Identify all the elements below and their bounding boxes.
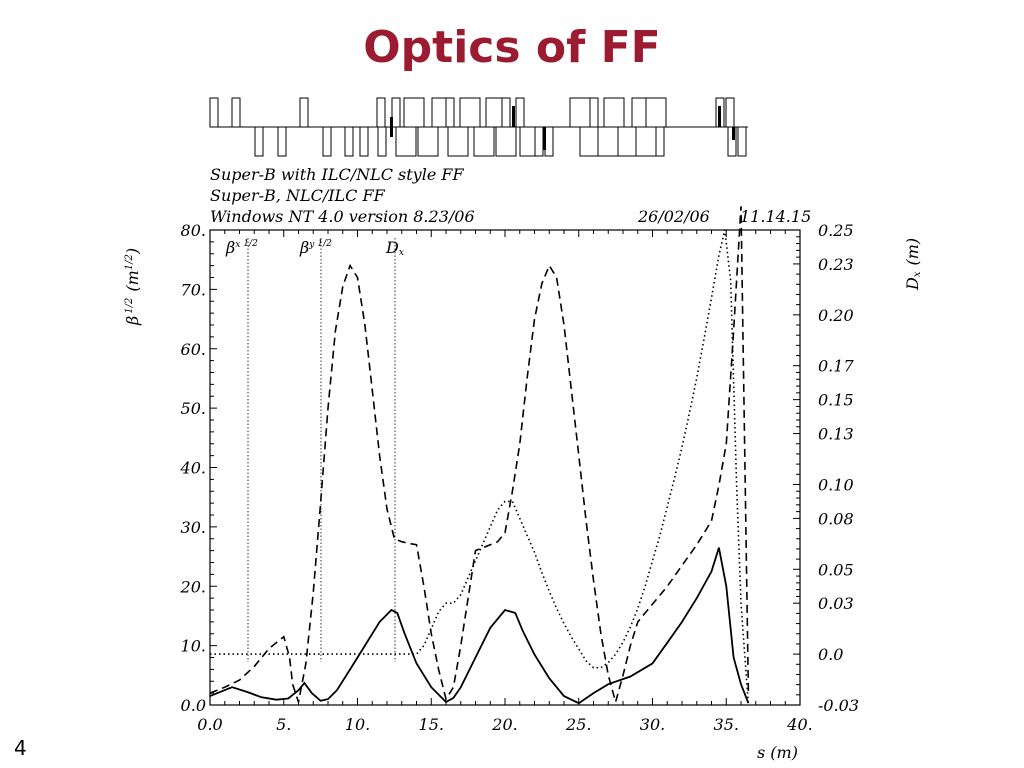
quadrupole-focusing — [603, 97, 625, 128]
header-time: 11.14.15 — [740, 207, 811, 226]
quadrupole-focusing — [231, 97, 241, 128]
y-right-axis-title: Dx(m) — [903, 238, 923, 291]
magnet-lattice — [209, 97, 748, 157]
series-dashed — [209, 206, 750, 706]
slide-number: 4 — [14, 736, 27, 760]
quadrupole-focusing — [299, 97, 309, 128]
y-left-tick-label: 80. — [181, 221, 206, 240]
y-right-tick-label: 0.08 — [818, 509, 854, 528]
x-tick-label: 30. — [640, 715, 665, 734]
sextupole — [390, 117, 393, 137]
quadrupole-focusing — [376, 97, 386, 128]
series-solid — [209, 547, 750, 705]
quadrupole-defocusing — [377, 126, 387, 157]
sextupole — [512, 106, 515, 127]
y-left-tick-label: 20. — [180, 577, 206, 596]
quadrupole-focusing — [515, 97, 525, 128]
y-right-tick-label: 0.13 — [818, 425, 854, 444]
y-left-tick-label: 30. — [181, 518, 206, 537]
header-line-1: Super-B with ILC/NLC style FF — [210, 165, 464, 184]
sextupole — [543, 127, 546, 150]
quadrupole-focusing — [403, 97, 425, 128]
y-left-tick-labels: 0.0 10. 20. 30. 40. 50. 60. 70. 80. — [180, 221, 206, 715]
quadrupole-focusing — [209, 97, 219, 128]
quadrupole-focusing — [391, 97, 401, 128]
quadrupole-defocusing — [579, 126, 601, 157]
y-left-tick-label: 40. — [180, 459, 206, 478]
quadrupole-defocusing — [322, 126, 332, 157]
quadrupole-defocusing — [254, 126, 264, 157]
y-left-tick-label: 60. — [181, 340, 206, 359]
y-left-tick-label: 10. — [181, 637, 206, 656]
sextupole — [718, 106, 721, 127]
quadrupole-focusing — [501, 97, 511, 128]
data-series — [209, 206, 750, 706]
y-right-tick-label: 0.05 — [818, 560, 854, 579]
header-line-2: Super-B, NLC/ILC FF — [210, 186, 386, 205]
quadrupole-defocusing — [635, 126, 657, 157]
y-right-tick-label: 0.17 — [818, 357, 854, 376]
x-tick-label: 10. — [345, 715, 370, 734]
axis-ticks — [209, 229, 801, 706]
quadrupole-defocusing — [737, 126, 747, 157]
x-tick-label: 40. — [786, 715, 812, 734]
x-tick-labels: 0.0 5. 10. 15. 20. 25. 30. 35. 40. — [197, 715, 812, 734]
header-line-3: Windows NT 4.0 version 8.23/06 — [210, 207, 475, 226]
quadrupole-defocusing — [534, 126, 544, 157]
y-left-tick-label: 70. — [181, 280, 206, 299]
quadrupole-defocusing — [344, 126, 354, 157]
quadrupole-defocusing — [655, 126, 665, 157]
y-right-tick-label: 0.23 — [818, 255, 854, 274]
x-tick-label: 20. — [491, 715, 517, 734]
quadrupole-focusing — [459, 97, 481, 128]
quadrupole-defocusing — [417, 126, 439, 157]
quadrupole-focusing — [645, 97, 667, 128]
y-left-axis-title: β1/2(m1/2) — [123, 248, 142, 326]
series-dotted — [210, 229, 750, 706]
x-axis-title: s (m) — [757, 743, 798, 762]
legend-label-betay: βy 1/2 — [299, 238, 332, 257]
legend-label-betax: βx 1/2 — [225, 238, 258, 257]
header-date: 26/02/06 — [637, 207, 710, 226]
y-right-tick-label: 0.0 — [818, 645, 843, 664]
legend-label-dx: Dx — [385, 238, 404, 258]
quadrupole-defocusing — [359, 126, 369, 157]
quadrupole-defocusing — [277, 126, 287, 157]
quadrupole-focusing — [569, 97, 591, 128]
legend: βx 1/2 βy 1/2 Dx — [225, 238, 404, 258]
quadrupole-focusing — [725, 97, 735, 128]
x-tick-label: 15. — [419, 715, 444, 734]
x-tick-label: 35. — [714, 715, 739, 734]
y-right-tick-label: 0.10 — [818, 475, 854, 494]
y-left-tick-label: 50. — [181, 399, 206, 418]
quadrupole-defocusing — [617, 126, 639, 157]
quadrupole-defocusing — [473, 126, 495, 157]
quadrupole-focusing — [589, 97, 599, 128]
quadrupole-focusing — [445, 97, 455, 128]
x-tick-label: 25. — [565, 715, 591, 734]
quadrupole-defocusing — [495, 126, 517, 157]
quadrupole-defocusing — [544, 126, 554, 157]
y-right-tick-label: 0.03 — [818, 594, 854, 613]
slide-title: Optics of FF — [363, 22, 661, 73]
x-tick-label: 0.0 — [197, 715, 222, 734]
quadrupole-defocusing — [395, 126, 417, 157]
y-left-tick-label: 0.0 — [181, 696, 206, 715]
y-right-tick-label: 0.20 — [818, 306, 854, 325]
y-right-tick-label: 0.25 — [818, 221, 854, 240]
y-right-tick-label: 0.15 — [818, 391, 854, 410]
y-right-tick-label: -0.03 — [818, 696, 859, 715]
sextupole — [732, 127, 735, 140]
y-right-tick-labels: -0.03 0.0 0.03 0.05 0.08 0.10 0.13 0.15 0.17 0.20… — [818, 221, 859, 715]
quadrupole-defocusing — [597, 126, 619, 157]
x-tick-label: 5. — [276, 715, 291, 734]
quadrupole-defocusing — [447, 126, 469, 157]
